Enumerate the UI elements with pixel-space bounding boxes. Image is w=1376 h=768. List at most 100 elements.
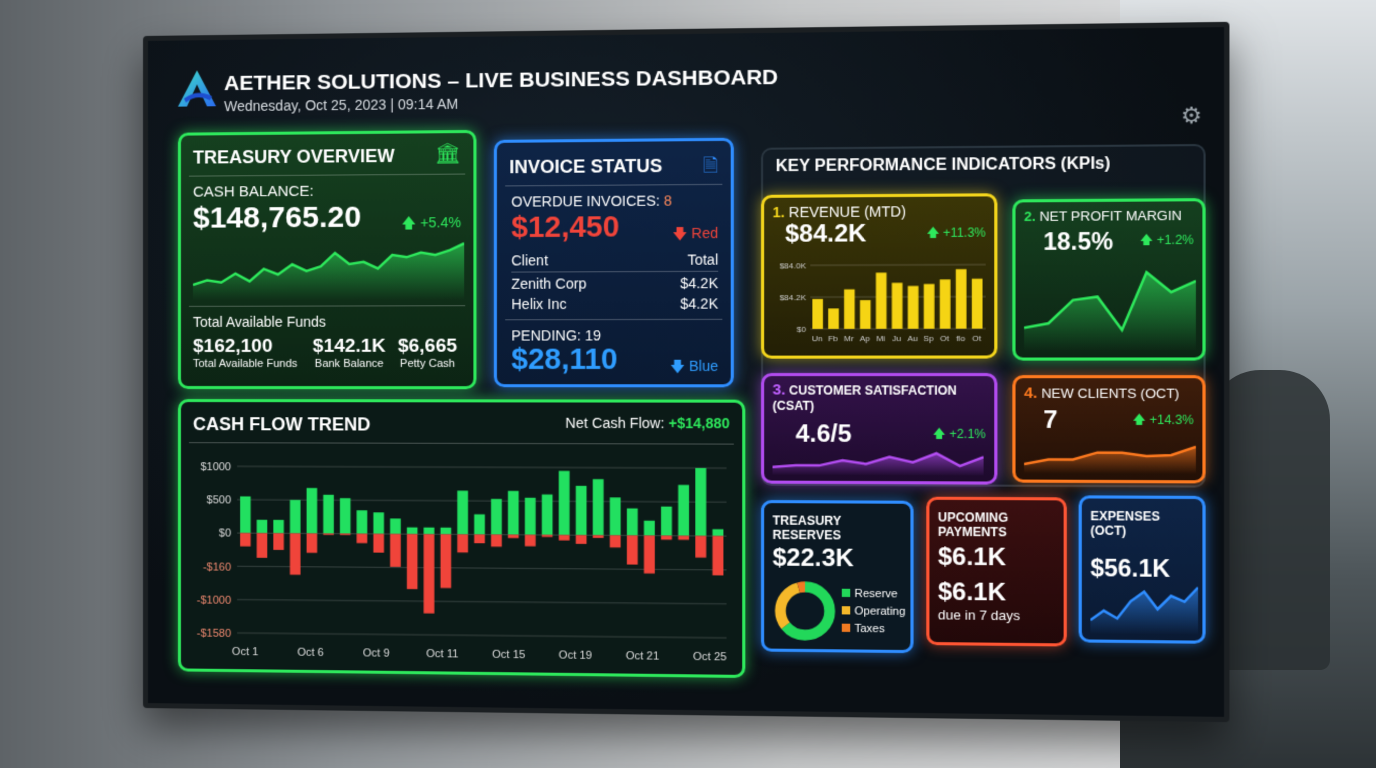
x-tick-label: Mr (844, 334, 854, 343)
inflow-bar (575, 485, 587, 536)
payments-due: due in 7 days (937, 607, 1021, 624)
revenue-chart: $84.0K $84.2K $0 Un Fb Mr Ap Mi Ju Au Sp Ot flo Ot (779, 261, 992, 343)
overdue-count: 8 (663, 192, 672, 209)
inflow-bar (273, 519, 284, 534)
inflow-bar (541, 494, 553, 535)
x-tick-label: Ju (892, 334, 901, 343)
cash-flow-panel: CASH FLOW TREND Net Cash Flow: +$14,880 … (177, 399, 746, 678)
revenue-bar (971, 278, 983, 329)
overdue-tag: 🡇 Red (672, 224, 719, 242)
gridline (237, 600, 726, 604)
table-row[interactable]: Zenith Corp $4.2K (511, 275, 718, 292)
outflow-bar (256, 533, 268, 558)
net-profit-sparkline (1024, 268, 1196, 352)
outflow-bar (406, 534, 418, 590)
stat-total: $162,100 Total Available Funds (193, 336, 306, 370)
dashboard-screen: AETHER SOLUTIONS – LIVE BUSINESS DASHBOA… (147, 27, 1225, 717)
x-tick-label: Oct 6 (297, 647, 324, 659)
inflow-bar (491, 498, 502, 535)
logo-icon (177, 70, 216, 107)
legend-label: Reserve (854, 587, 898, 600)
upcoming-payments-card[interactable]: UPCOMING PAYMENTS $6.1K $6.1K due in 7 d… (926, 496, 1067, 647)
tv-display: AETHER SOLUTIONS – LIVE BUSINESS DASHBOA… (143, 21, 1230, 723)
client-total: $4.2K (680, 274, 719, 292)
gridline (237, 633, 726, 638)
kpi-number: 2. (1024, 208, 1036, 225)
overdue-label: OVERDUE INVOICES: (511, 192, 660, 210)
overdue-tag-text: Red (691, 224, 719, 242)
outflow-bar (457, 534, 469, 553)
col-client: Client (511, 252, 549, 269)
cash-change: 🡅 +5.4% (401, 214, 462, 231)
kpi-number: 1. (772, 203, 785, 221)
outflow-bar (289, 533, 301, 575)
table-row[interactable]: Helix Inc $4.2K (511, 295, 718, 312)
revenue-bar (955, 269, 967, 329)
treasury-reserves-card[interactable]: TREASURY RESERVES $22.3K Reserve Operatin… (761, 500, 914, 654)
revenue-bar (923, 283, 935, 329)
outflow-bar (712, 535, 724, 576)
cash-flow-title: CASH FLOW TREND (192, 414, 371, 435)
cash-balance-label: CASH BALANCE: (192, 182, 314, 201)
treasury-overview-panel: TREASURY OVERVIEW 🏛 CASH BALANCE: $148,7… (177, 129, 477, 390)
gear-icon[interactable]: ⚙ (1180, 102, 1203, 129)
x-tick-label: Ot (972, 334, 982, 343)
expenses-title: EXPENSES (OCT) (1090, 508, 1160, 539)
legend-label: Taxes (854, 622, 885, 635)
kpi-revenue-card[interactable]: 1. REVENUE (MTD) $84.2K 🡅 +11.3% $84.0K $… (761, 193, 998, 359)
x-tick-label: Ap (860, 334, 871, 343)
kpi-csat-card[interactable]: 3. CUSTOMER SATISFACTION (CSAT) 4.6/5 🡅 … (761, 373, 998, 485)
payments-value-due: $6.1K (937, 578, 1007, 607)
csat-sparkline (772, 449, 984, 476)
y-tick-label: $84.0K (779, 261, 806, 270)
outflow-bar (524, 534, 536, 547)
kpi-change: +14.3% (1149, 412, 1194, 427)
y-tick-label: $500 (207, 494, 232, 506)
kpi-value: 4.6/5 (795, 420, 852, 449)
x-tick-label: Mi (876, 334, 885, 343)
new-clients-sparkline (1024, 442, 1196, 475)
x-tick-label: Oct 21 (626, 650, 660, 663)
outflow-bar (306, 533, 318, 553)
kpi-label: REVENUE (MTD) (788, 203, 906, 221)
kpi-new-clients-card[interactable]: 4. NEW CLIENTS (OCT) 7 🡅 +14.3% (1012, 375, 1206, 484)
outflow-bar (507, 534, 519, 539)
x-tick-label: Sp (923, 334, 934, 343)
client-name: Zenith Corp (511, 275, 587, 292)
outflow-bar (273, 533, 284, 550)
kpi-net-profit-card[interactable]: 2. NET PROFIT MARGIN 18.5% 🡅 +1.2% (1012, 198, 1206, 361)
gridline (810, 265, 985, 266)
col-total: Total (687, 251, 719, 268)
outflow-bar (373, 533, 384, 553)
expenses-card[interactable]: EXPENSES (OCT) $56.1K (1078, 495, 1206, 644)
outflow-bar (440, 534, 452, 589)
legend-swatch (841, 623, 851, 632)
revenue-bar (844, 289, 855, 329)
legend-item: Taxes (841, 620, 906, 638)
net-cash-value: +$14,880 (668, 414, 730, 432)
funds-label: Total Available Funds (192, 313, 326, 330)
outflow-bar (356, 533, 368, 544)
overdue-amount: $12,450 (511, 211, 620, 245)
stat-value: $162,100 (192, 335, 273, 357)
inflow-bar (678, 484, 690, 536)
outflow-bar (661, 535, 672, 540)
pending-tag: 🡇 Blue (669, 357, 719, 375)
payments-value: $6.1K (937, 543, 1007, 572)
x-tick-label: Oct 9 (363, 647, 390, 659)
invoice-title: INVOICE STATUS (509, 155, 663, 178)
kpi-label: NET PROFIT MARGIN (1039, 207, 1182, 225)
y-tick-label: -$1000 (197, 594, 231, 606)
y-tick-label: $0 (797, 325, 807, 334)
inflow-bar (695, 468, 707, 536)
outflow-bar (592, 535, 604, 538)
x-tick-label: Oct 25 (693, 651, 727, 664)
kpi-change: +2.1% (949, 426, 986, 441)
page-title: AETHER SOLUTIONS – LIVE BUSINESS DASHBOA… (224, 65, 779, 96)
treasury-title: TREASURY OVERVIEW (192, 145, 395, 168)
outflow-bar (323, 533, 334, 535)
revenue-bar (891, 282, 903, 329)
treasury-stats: $162,100 Total Available Funds $142.1K Ban… (193, 336, 465, 370)
reserves-value: $22.3K (772, 544, 854, 573)
